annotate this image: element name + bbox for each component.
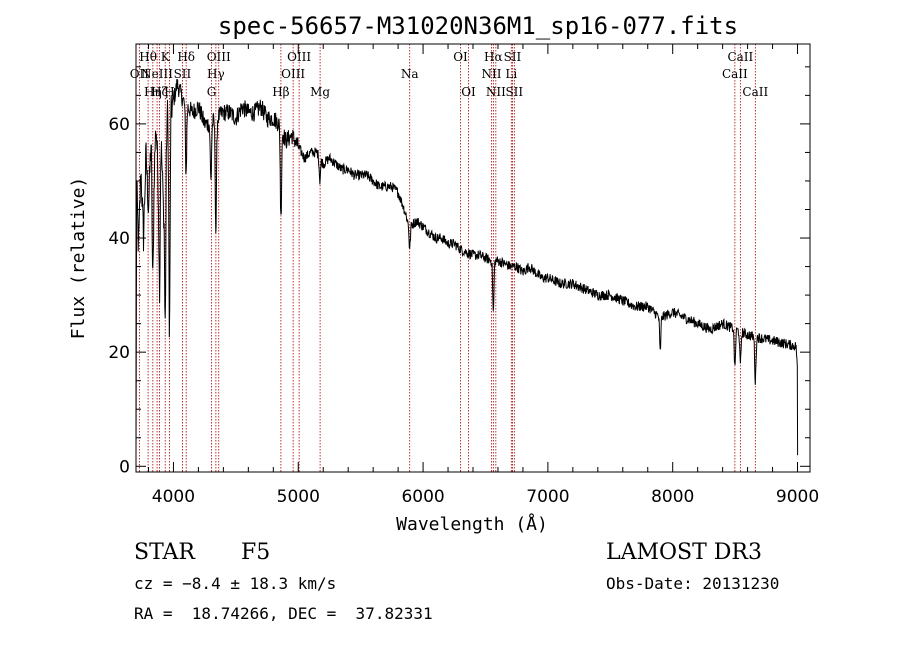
line-label: OIII — [287, 50, 311, 64]
redshift-cz: cz = −8.4 ± 18.3 km/s — [134, 574, 337, 593]
y-tick-label: 20 — [108, 343, 130, 363]
line-label: SII — [505, 85, 523, 99]
line-label: Li — [505, 67, 517, 81]
line-label: OII — [130, 67, 150, 81]
axis-ticks: 4000 5000 6000 7000 8000 9000 0 20 40 60 — [108, 44, 819, 507]
line-label: OI — [461, 85, 476, 99]
line-label: Hη — [144, 85, 162, 99]
line-label: NII — [481, 67, 501, 81]
x-tick-label: 4000 — [152, 487, 195, 507]
emission-line-markers — [138, 44, 756, 472]
line-label: NII — [486, 85, 506, 99]
object-subclass: F5 — [241, 540, 271, 565]
line-label: Na — [401, 67, 419, 81]
line-label: G — [207, 85, 217, 99]
line-label: Hζ — [151, 85, 168, 99]
line-label: Hδ — [177, 50, 195, 64]
survey-name: LAMOST DR3 — [606, 540, 762, 565]
line-label: NeIII — [141, 67, 173, 81]
line-label: K — [161, 50, 171, 64]
line-label: OI — [453, 50, 468, 64]
object-class: STAR — [134, 540, 195, 565]
chart-title: spec-56657-M31020N36M1_sp16-077.fits — [218, 12, 738, 40]
x-tick-label: 9000 — [776, 487, 819, 507]
line-label: Mg — [310, 85, 330, 99]
line-label: OIII — [281, 67, 305, 81]
y-tick-label: 60 — [108, 115, 130, 135]
line-label: OIII — [207, 50, 231, 64]
line-label: H — [164, 85, 174, 99]
emission-line-labels: OIIHθHηNeIIIHζKHSIIHδGHγOIIIHβOIIIOIIIMg… — [130, 50, 769, 99]
x-axis-label: Wavelength (Å) — [396, 513, 548, 535]
line-label: Hβ — [272, 85, 289, 99]
y-tick-label: 0 — [119, 457, 130, 477]
coordinates: RA = 18.74266, DEC = 37.82331 — [134, 604, 433, 623]
line-label: CaII — [742, 85, 768, 99]
spectrum-series — [135, 79, 799, 456]
x-tick-label: 5000 — [277, 487, 320, 507]
x-tick-label: 8000 — [651, 487, 694, 507]
line-label: SII — [504, 50, 522, 64]
line-label: Hα — [484, 50, 503, 64]
line-label: SII — [174, 67, 192, 81]
x-tick-label: 7000 — [526, 487, 569, 507]
line-label: Hθ — [139, 50, 157, 64]
x-tick-label: 6000 — [401, 487, 444, 507]
line-label: CaII — [722, 67, 748, 81]
y-axis-label: Flux (relative) — [68, 177, 89, 340]
line-label: CaII — [727, 50, 753, 64]
observation-date: Obs-Date: 20131230 — [606, 574, 780, 593]
line-label: Hγ — [207, 67, 225, 81]
y-tick-label: 40 — [108, 229, 130, 249]
